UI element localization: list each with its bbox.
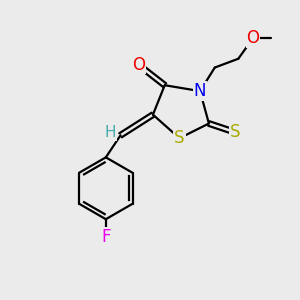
Text: O: O	[132, 56, 145, 74]
Text: O: O	[247, 29, 260, 47]
Text: H: H	[104, 125, 116, 140]
Text: S: S	[230, 123, 241, 141]
Text: S: S	[174, 129, 185, 147]
Text: F: F	[101, 228, 111, 246]
Text: N: N	[194, 82, 206, 100]
